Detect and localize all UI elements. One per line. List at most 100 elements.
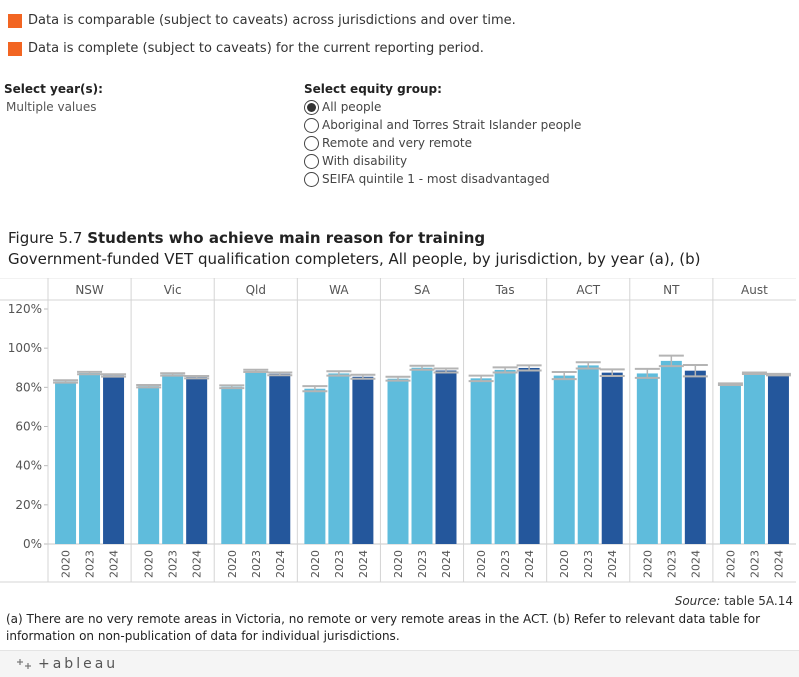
x-tick-label: 2023 xyxy=(582,550,595,578)
figure-title-text: Students who achieve main reason for tra… xyxy=(87,229,486,247)
panel-header-qld: Qld xyxy=(246,283,266,297)
x-tick-label: 2024 xyxy=(440,550,453,578)
bar-nsw-2020 xyxy=(55,381,77,544)
x-tick-label: 2023 xyxy=(167,550,180,578)
radio-button[interactable] xyxy=(304,153,319,169)
year-filter-value[interactable]: Multiple values xyxy=(6,100,97,114)
equity-option-remote[interactable]: Remote and very remote xyxy=(304,134,472,152)
x-tick-label: 2024 xyxy=(357,550,370,578)
x-tick-label: 2024 xyxy=(191,550,204,578)
equity-option-disability[interactable]: With disability xyxy=(304,152,407,170)
radio-button[interactable] xyxy=(304,171,319,187)
equity-option-all-people[interactable]: All people xyxy=(304,98,381,116)
comparable-swatch xyxy=(8,13,22,28)
source-text: table 5A.14 xyxy=(720,594,793,608)
panel-header-aust: Aust xyxy=(741,283,768,297)
x-tick-label: 2020 xyxy=(475,550,488,578)
bar-qld-2023 xyxy=(245,370,267,544)
x-tick-label: 2023 xyxy=(499,550,512,578)
year-filter-title: Select year(s): xyxy=(4,82,103,96)
panel-header-act: ACT xyxy=(576,283,600,297)
x-tick-label: 2020 xyxy=(558,550,571,578)
panel-header-nt: NT xyxy=(663,283,680,297)
footnote: (a) There are no very remote areas in Vi… xyxy=(6,612,761,643)
bar-tas-2023 xyxy=(494,369,516,544)
panel-header-vic: Vic xyxy=(164,283,182,297)
bar-wa-2020 xyxy=(304,388,326,544)
bar-aust-2024 xyxy=(767,374,789,544)
x-tick-label: 2020 xyxy=(226,550,239,578)
bar-aust-2023 xyxy=(743,373,765,544)
figure-title: Figure 5.7 Students who achieve main rea… xyxy=(8,229,485,247)
bar-qld-2020 xyxy=(221,386,243,544)
bar-sa-2024 xyxy=(435,370,457,544)
y-tick-label: 100% xyxy=(8,341,42,355)
x-tick-label: 2024 xyxy=(108,550,121,578)
tableau-logo-icon xyxy=(17,659,31,669)
source-line: Source: table 5A.14 xyxy=(675,594,793,608)
x-tick-label: 2023 xyxy=(748,550,761,578)
panel-header-wa: WA xyxy=(329,283,349,297)
y-tick-label: 80% xyxy=(15,380,42,394)
figure-subtitle: Government-funded VET qualification comp… xyxy=(8,250,701,268)
equity-option-label: SEIFA quintile 1 - most disadvantaged xyxy=(322,172,550,186)
bar-nsw-2023 xyxy=(79,373,101,544)
bar-qld-2024 xyxy=(269,373,291,544)
x-tick-label: 2024 xyxy=(523,550,536,578)
radio-button[interactable] xyxy=(304,117,319,133)
x-tick-label: 2024 xyxy=(274,550,287,578)
equity-option-label: All people xyxy=(322,100,382,114)
panel-header-nsw: NSW xyxy=(75,283,104,297)
x-tick-label: 2020 xyxy=(724,550,737,578)
equity-option-label: Remote and very remote xyxy=(322,136,473,150)
legend-complete: Data is complete (subject to caveats) fo… xyxy=(8,41,484,56)
equity-option-aboriginal[interactable]: Aboriginal and Torres Strait Islander pe… xyxy=(304,116,581,134)
x-tick-label: 2020 xyxy=(641,550,654,578)
source-label: Source: xyxy=(674,594,721,608)
x-tick-label: 2020 xyxy=(60,550,73,578)
bar-wa-2023 xyxy=(328,373,350,544)
y-tick-label: 0% xyxy=(23,537,42,551)
x-tick-label: 2020 xyxy=(392,550,405,578)
tableau-logo[interactable]: +ableau xyxy=(16,656,118,672)
complete-swatch xyxy=(8,41,22,56)
panel-header-sa: SA xyxy=(414,283,431,297)
equity-option-seifa[interactable]: SEIFA quintile 1 - most disadvantaged xyxy=(304,170,550,188)
bar-tas-2020 xyxy=(470,378,492,544)
bar-chart: 120% 100% 80% 60% 40% 20% 0% NSW 2020 2023 2024 Vic… xyxy=(0,278,796,583)
x-tick-label: 2023 xyxy=(665,550,678,578)
bar-wa-2024 xyxy=(352,376,374,544)
legend-comparable: Data is comparable (subject to caveats) … xyxy=(8,13,516,28)
x-tick-label: 2023 xyxy=(250,550,263,578)
bar-vic-2024 xyxy=(186,377,208,544)
x-tick-label: 2023 xyxy=(416,550,429,578)
bar-vic-2023 xyxy=(162,374,184,544)
bar-sa-2020 xyxy=(387,378,409,544)
bar-nt-2024 xyxy=(684,370,706,544)
y-tick-label: 20% xyxy=(15,498,42,512)
radio-button[interactable] xyxy=(304,135,319,151)
y-tick-label: 120% xyxy=(8,302,42,316)
bar-nt-2023 xyxy=(660,360,682,544)
panel-header-tas: Tas xyxy=(495,283,515,297)
equity-option-label: With disability xyxy=(322,154,408,168)
x-tick-label: 2024 xyxy=(606,550,619,578)
x-tick-label: 2023 xyxy=(333,550,346,578)
equity-filter-title: Select equity group: xyxy=(304,82,442,96)
x-tick-label: 2024 xyxy=(689,550,702,578)
tableau-wordmark: +ableau xyxy=(38,656,119,672)
equity-option-label: Aboriginal and Torres Strait Islander pe… xyxy=(322,118,582,132)
radio-button[interactable] xyxy=(304,99,319,115)
bar-nt-2020 xyxy=(636,373,658,544)
y-tick-label: 40% xyxy=(15,459,42,473)
bar-vic-2020 xyxy=(138,386,160,544)
y-tick-label: 60% xyxy=(15,420,42,434)
bar-aust-2020 xyxy=(719,384,741,544)
bar-act-2023 xyxy=(577,365,599,544)
figure-label: Figure 5.7 xyxy=(8,229,88,247)
x-tick-label: 2020 xyxy=(143,550,156,578)
tableau-footer: +ableau xyxy=(0,650,799,677)
bar-nsw-2024 xyxy=(103,375,125,544)
comparable-label: Data is comparable (subject to caveats) … xyxy=(28,13,516,28)
bar-act-2020 xyxy=(553,375,575,544)
